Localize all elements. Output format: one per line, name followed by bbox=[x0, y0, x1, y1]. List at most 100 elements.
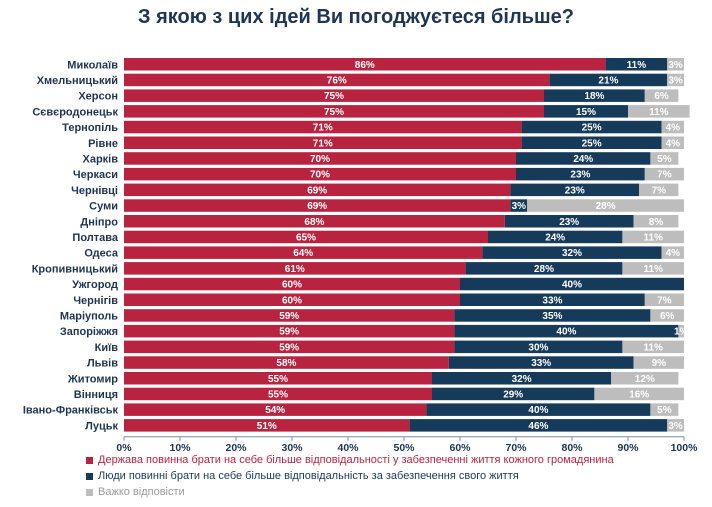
data-label: 3% bbox=[668, 60, 683, 71]
bar-segment bbox=[124, 105, 544, 118]
x-tick-label: 20% bbox=[225, 442, 247, 454]
bar-segment bbox=[521, 120, 662, 134]
bar-segment bbox=[667, 419, 684, 432]
data-label: 40% bbox=[556, 327, 576, 338]
bar-segment bbox=[465, 262, 623, 275]
data-label: 24% bbox=[573, 154, 593, 165]
category-label: Полтава bbox=[72, 232, 118, 244]
category-label: Житомир bbox=[67, 373, 118, 385]
bar-segment bbox=[661, 136, 684, 149]
bar-segment bbox=[622, 230, 684, 244]
bar-segment bbox=[516, 152, 651, 165]
category-label: Київ bbox=[95, 342, 119, 354]
bar-segment bbox=[460, 293, 645, 306]
bar-segment bbox=[124, 136, 522, 149]
bar-segment bbox=[667, 58, 684, 71]
data-label: 4% bbox=[666, 248, 681, 259]
data-label: 35% bbox=[542, 311, 562, 322]
data-label: 60% bbox=[282, 280, 302, 291]
bar-segment bbox=[661, 246, 684, 259]
data-label: 7% bbox=[657, 170, 672, 181]
data-label: 69% bbox=[307, 201, 327, 212]
category-label: Сєвєродонецьк bbox=[32, 106, 118, 118]
category-label: Маріуполь bbox=[60, 310, 118, 322]
data-label: 11% bbox=[649, 107, 669, 118]
bar-segment bbox=[644, 293, 684, 306]
data-label: 4% bbox=[666, 123, 681, 134]
category-label: Запоріжжя bbox=[60, 326, 118, 338]
data-label: 15% bbox=[576, 107, 596, 118]
legend: Держава повинна брати на себе більше від… bbox=[86, 452, 706, 500]
x-tick-label: 70% bbox=[505, 442, 527, 454]
bar-segment bbox=[622, 340, 684, 354]
data-label: 32% bbox=[512, 374, 532, 385]
category-label: Кропивницький bbox=[32, 263, 118, 275]
legend-label-hard: Важко відповісти bbox=[98, 486, 185, 498]
bar-segment bbox=[544, 105, 628, 118]
category-label: Одеса bbox=[84, 248, 118, 260]
bar-segment bbox=[633, 215, 679, 228]
bar-segment bbox=[510, 199, 528, 212]
bar-segment bbox=[527, 199, 684, 212]
data-label: 71% bbox=[313, 138, 333, 149]
data-label: 29% bbox=[503, 389, 523, 400]
category-label: Херсон bbox=[78, 91, 118, 103]
data-label: 75% bbox=[324, 107, 344, 118]
data-label: 65% bbox=[296, 232, 316, 243]
category-label: Дніпро bbox=[80, 216, 118, 228]
bar-segment bbox=[124, 120, 522, 134]
category-label: Харків bbox=[83, 153, 119, 165]
bar-segment bbox=[454, 340, 623, 354]
data-label: 60% bbox=[282, 295, 302, 306]
data-label: 23% bbox=[559, 217, 579, 228]
bar-segment bbox=[510, 183, 640, 197]
data-label: 3% bbox=[668, 75, 683, 86]
data-label: 1% bbox=[674, 327, 689, 338]
bar-segment bbox=[124, 246, 483, 259]
x-tick-label: 100% bbox=[671, 442, 699, 454]
x-tick-label: 40% bbox=[337, 442, 359, 454]
bar-segment bbox=[124, 309, 455, 322]
bar-segment bbox=[124, 277, 460, 291]
chart-title: З якою з цих ідей Ви погоджуєтеся більше… bbox=[138, 6, 574, 28]
data-label: 68% bbox=[304, 217, 324, 228]
bar-segment bbox=[661, 120, 684, 134]
bar-segment bbox=[622, 262, 684, 275]
category-label: Хмельницький bbox=[37, 75, 118, 87]
bar-segment bbox=[432, 387, 595, 401]
bar-segment bbox=[124, 419, 410, 432]
category-label: Рівне bbox=[88, 138, 118, 150]
data-label: 28% bbox=[534, 264, 554, 275]
data-label: 33% bbox=[531, 358, 551, 369]
data-label: 33% bbox=[542, 295, 562, 306]
data-label: 55% bbox=[268, 389, 288, 400]
data-label: 25% bbox=[582, 123, 602, 134]
data-label: 5% bbox=[657, 405, 672, 416]
category-label: Вінниця bbox=[74, 389, 118, 401]
category-label: Черкаси bbox=[73, 169, 118, 181]
x-tick-label: 0% bbox=[116, 442, 132, 454]
data-label: 18% bbox=[584, 91, 604, 102]
bar-segment bbox=[650, 403, 679, 416]
data-label: 5% bbox=[657, 154, 672, 165]
data-label: 55% bbox=[268, 374, 288, 385]
bar-segment bbox=[482, 246, 662, 259]
data-label: 8% bbox=[649, 217, 664, 228]
data-label: 12% bbox=[635, 374, 655, 385]
data-label: 61% bbox=[285, 264, 305, 275]
bar-segment bbox=[521, 136, 662, 149]
legend-item-people: Люди повинні брати на себе більше відпов… bbox=[86, 468, 706, 484]
category-label: Тернопіль bbox=[62, 122, 118, 134]
bar-segment bbox=[667, 73, 684, 87]
bar-segment bbox=[124, 324, 455, 338]
data-label: 24% bbox=[545, 232, 565, 243]
data-label: 64% bbox=[293, 248, 313, 259]
x-tick-label: 50% bbox=[393, 442, 415, 454]
bar-segment bbox=[516, 167, 645, 181]
data-label: 69% bbox=[307, 185, 327, 196]
data-label: 46% bbox=[528, 421, 548, 432]
data-label: 71% bbox=[313, 123, 333, 134]
bar-segment bbox=[488, 230, 623, 244]
x-tick-label: 80% bbox=[561, 442, 583, 454]
bar-segment bbox=[605, 58, 668, 71]
